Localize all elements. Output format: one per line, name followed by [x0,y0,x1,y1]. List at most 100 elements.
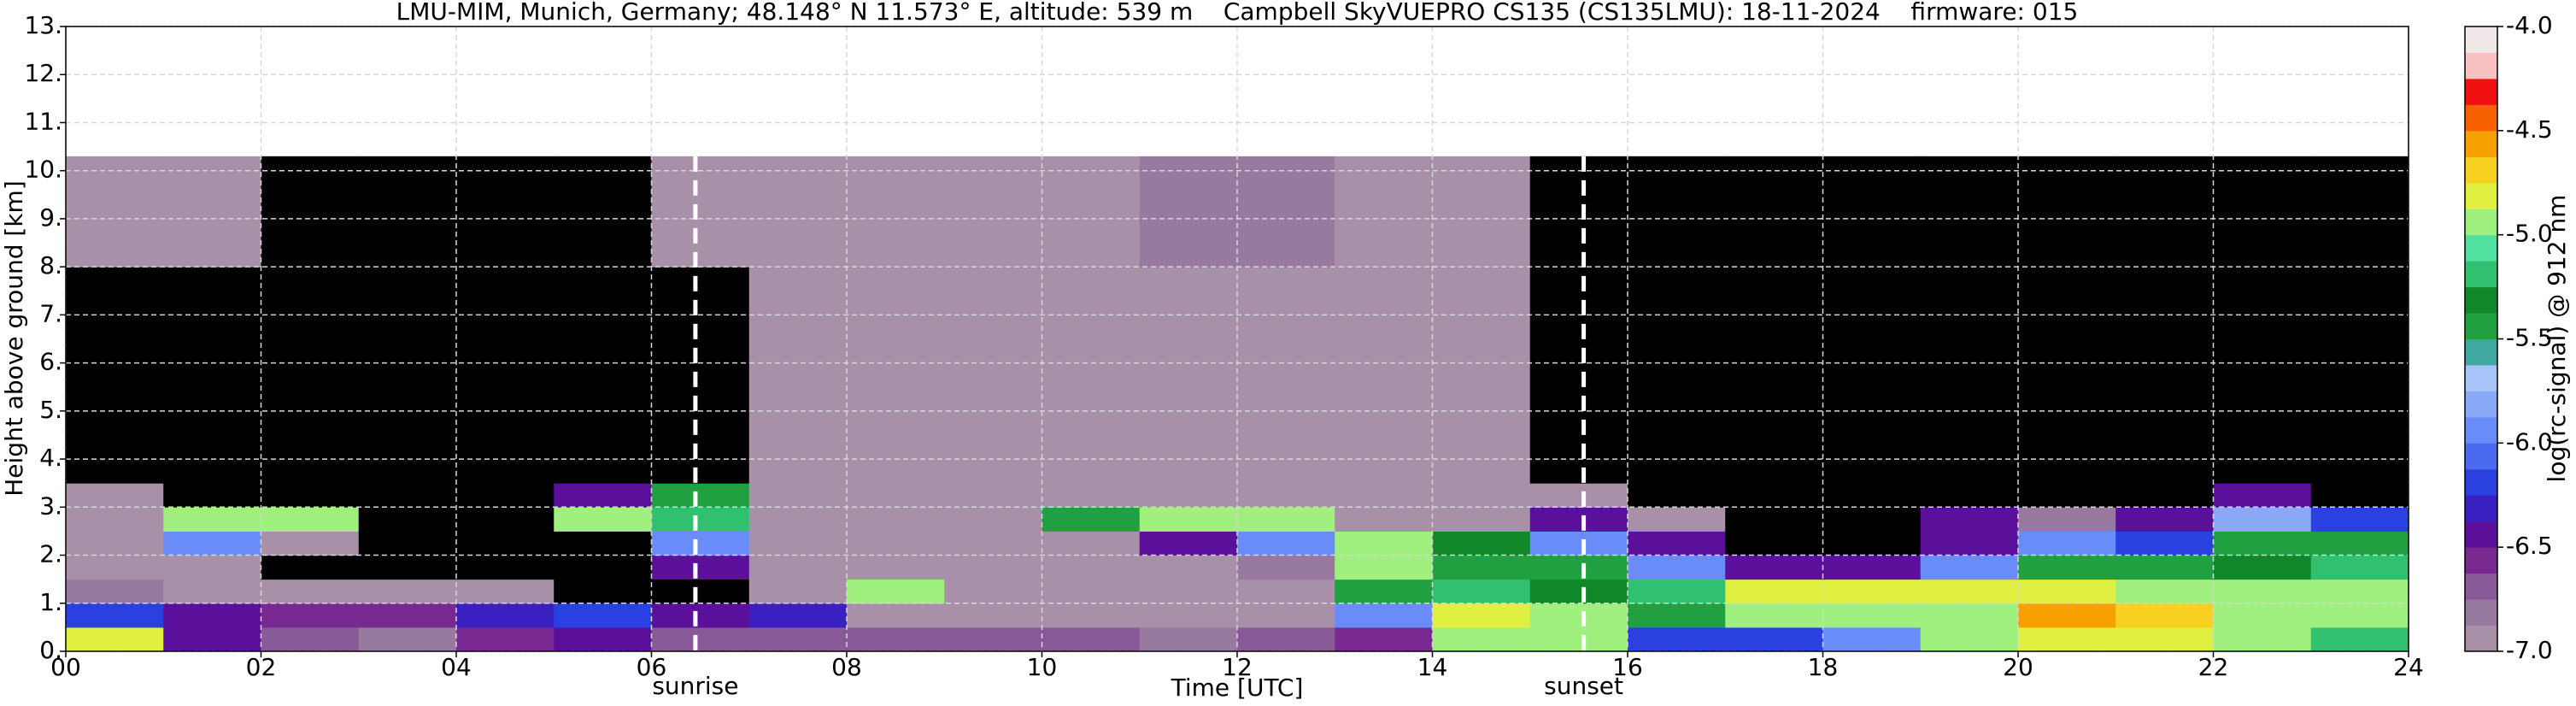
y-tick-label: 3. [39,491,62,520]
heatmap-cell [1042,507,1141,532]
x-tick-label: 06 [637,653,667,681]
heatmap-cell [358,579,457,604]
heatmap-cell [1432,555,1531,580]
heatmap-cell [1822,531,1922,556]
heatmap-cell [358,555,457,580]
heatmap-cell [1920,555,2019,580]
heatmap-cell [1822,555,1922,580]
heatmap-cell [2115,531,2214,556]
heatmap-cell [66,579,164,604]
heatmap-cell [847,627,945,652]
heatmap-cell [944,483,1042,508]
heatmap-cell [1432,267,1531,364]
heatmap-cell [1237,507,1335,532]
y-tick-label: 4. [39,444,62,472]
heatmap-cell [2018,627,2116,652]
heatmap-cell [2310,459,2409,484]
heatmap-cell [261,156,360,268]
heatmap-cell [2018,531,2116,556]
heatmap-cell [1628,627,1726,652]
heatmap-cell [456,603,555,628]
heatmap-cell [1628,483,1726,508]
y-tick-label: 11. [24,107,62,135]
heatmap-cell [456,579,555,604]
heatmap-cell [554,362,652,460]
heatmap-cell [163,603,261,628]
heatmap-cell [66,555,164,580]
heatmap-cell [261,555,360,580]
heatmap-cell [1335,483,1433,508]
event-label: sunset [1544,672,1623,700]
heatmap-cell [1822,603,1922,628]
heatmap-cell [2115,507,2214,532]
heatmap-cell [1529,459,1628,484]
heatmap-cell [1237,459,1335,484]
heatmap-cell [1432,362,1531,460]
heatmap-cell [261,579,360,604]
heatmap-cell [261,531,360,556]
heatmap-cell [1432,459,1531,484]
heatmap-cell [456,555,555,580]
heatmap-cell [944,156,1042,268]
colorbar-segment [2465,26,2497,53]
heatmap-cell [66,603,164,628]
x-tick-label: 18 [1808,653,1839,681]
heatmap-cell [1335,156,1433,268]
heatmap-cell [2213,627,2312,652]
x-tick-label: 04 [441,653,472,681]
plot-frame [65,26,2409,652]
heatmap-cell [748,483,848,508]
colorbar-segment [2465,313,2497,339]
heatmap-cell [748,362,848,460]
heatmap-cell [748,156,848,268]
heatmap-cell [66,627,164,652]
heatmap-cell [2310,579,2409,604]
y-tick-label: 9. [39,203,62,232]
heatmap-cell [1725,627,1823,652]
heatmap-cell [1725,603,1823,628]
heatmap-cell [1628,156,1726,268]
y-tick-label: 7. [39,299,62,327]
heatmap-cell [1920,483,2019,508]
x-tick-label: 08 [831,653,862,681]
heatmap-cell [1139,483,1238,508]
heatmap-cell [456,531,555,556]
heatmap-cell [1628,531,1726,556]
heatmap-cell [1822,627,1922,652]
heatmap-cell [456,627,555,652]
heatmap-cell [651,531,750,556]
heatmap-cell [358,156,457,268]
colorbar-segment [2465,495,2497,522]
heatmap-cell [1042,531,1141,556]
chart-title: LMU-MIM, Munich, Germany; 48.148° N 11.5… [396,0,2079,26]
heatmap-cell [1139,603,1238,628]
heatmap-cell [554,603,652,628]
heatmap-cell [847,483,945,508]
heatmap-cell [1042,603,1141,628]
heatmap-cell [944,579,1042,604]
heatmap-cell [944,627,1042,652]
heatmap-cell [163,555,261,580]
heatmap-cell [944,531,1042,556]
heatmap-cell [66,459,164,484]
colorbar-tick-label: -7.0 [2506,636,2553,664]
heatmap-cell [1432,507,1531,532]
y-tick-label: 13. [24,11,62,39]
heatmap-cell [651,156,750,268]
colorbar-segment [2465,468,2497,496]
heatmap-cell [2018,555,2116,580]
heatmap-cell [1628,579,1726,604]
heatmap-cell [261,483,360,508]
heatmap-cell [554,555,652,580]
heatmap-cell [1920,531,2019,556]
heatmap-cell [66,267,164,364]
heatmap-cell [651,459,750,484]
heatmap-cell [66,507,164,532]
colorbar-segment [2465,521,2497,548]
colorbar-segment [2465,338,2497,366]
heatmap-cell [1822,156,1922,268]
y-tick-label: 0. [39,636,62,664]
heatmap-cell [1725,459,1823,484]
x-tick-label: 10 [1027,653,1058,681]
heatmap-cell [1237,267,1335,364]
